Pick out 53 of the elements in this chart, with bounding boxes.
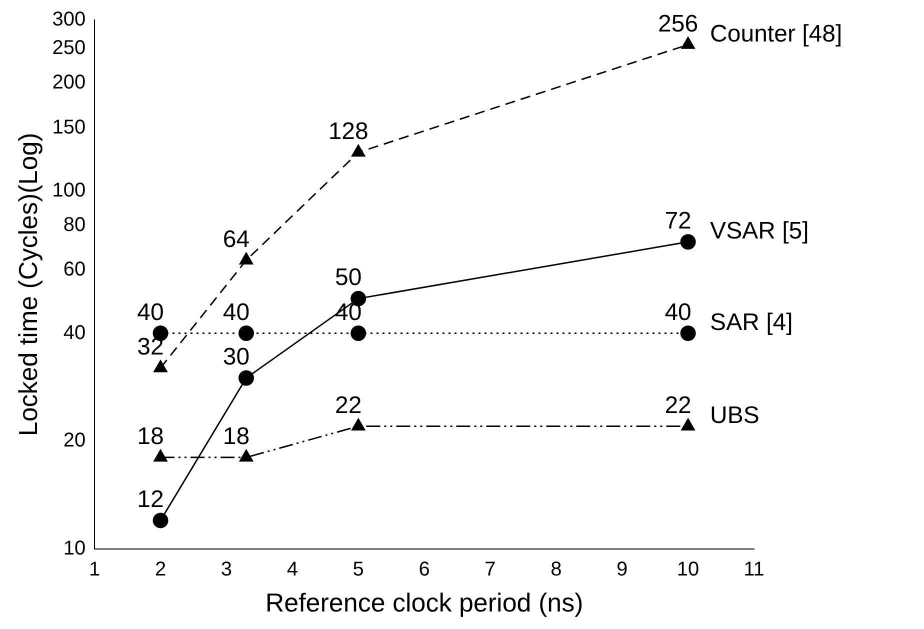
point bbox=[680, 234, 696, 250]
x-tick-label: 9 bbox=[616, 558, 628, 580]
x-tick-label: 4 bbox=[286, 558, 298, 580]
y-axis-title: Locked time (Cycles)(Log) bbox=[12, 132, 43, 436]
x-tick-label: 8 bbox=[550, 558, 562, 580]
data-label: 30 bbox=[222, 344, 250, 371]
y-tick-label: 10 bbox=[63, 537, 86, 560]
y-tick-label: 20 bbox=[63, 430, 86, 452]
point bbox=[239, 252, 254, 264]
data-label: 22 bbox=[334, 392, 362, 419]
y-tick-label: 250 bbox=[52, 36, 86, 59]
y-tick-label: 300 bbox=[52, 8, 86, 31]
y-tick-label: 150 bbox=[52, 116, 86, 138]
point bbox=[680, 326, 696, 342]
y-tick-label: 60 bbox=[63, 258, 86, 281]
x-axis-title: Reference clock period (ns) bbox=[265, 588, 584, 618]
data-label: 50 bbox=[334, 264, 362, 292]
data-label: 72 bbox=[664, 208, 692, 235]
x-tick-label: 2 bbox=[154, 558, 166, 580]
point bbox=[238, 370, 254, 386]
point bbox=[350, 326, 366, 342]
series-label: UBS bbox=[710, 402, 760, 429]
data-label: 128 bbox=[328, 118, 368, 146]
x-tick-label: 10 bbox=[676, 558, 700, 580]
x-tick-label: 3 bbox=[220, 558, 232, 580]
point bbox=[681, 36, 695, 49]
data-label: 40 bbox=[664, 298, 692, 326]
series-label: VSAR [5] bbox=[710, 218, 809, 245]
data-label: 256 bbox=[658, 10, 698, 38]
x-tick-label: 1 bbox=[89, 558, 100, 580]
point bbox=[154, 450, 168, 462]
point bbox=[152, 512, 168, 528]
y-tick-label: 200 bbox=[52, 72, 86, 94]
data-label: 18 bbox=[222, 423, 250, 450]
data-label: 12 bbox=[137, 486, 164, 514]
point bbox=[239, 450, 254, 462]
point bbox=[352, 144, 366, 157]
point bbox=[154, 360, 168, 372]
data-label: 22 bbox=[664, 392, 692, 419]
series-label: Counter [48] bbox=[710, 20, 842, 48]
data-label: 64 bbox=[222, 226, 250, 253]
y-tick-label: 80 bbox=[63, 214, 86, 236]
series-label: SAR [4] bbox=[710, 308, 793, 336]
x-tick-label: 7 bbox=[484, 558, 496, 580]
y-tick-label: 40 bbox=[63, 322, 86, 344]
x-tick-label: 6 bbox=[418, 558, 430, 580]
data-label: 40 bbox=[137, 298, 164, 326]
x-tick-label: 5 bbox=[352, 558, 364, 580]
data-label: 40 bbox=[222, 298, 250, 326]
data-label: 18 bbox=[137, 423, 164, 450]
point bbox=[238, 326, 254, 342]
y-tick-label: 100 bbox=[52, 179, 86, 202]
x-tick-label: 11 bbox=[744, 558, 764, 580]
